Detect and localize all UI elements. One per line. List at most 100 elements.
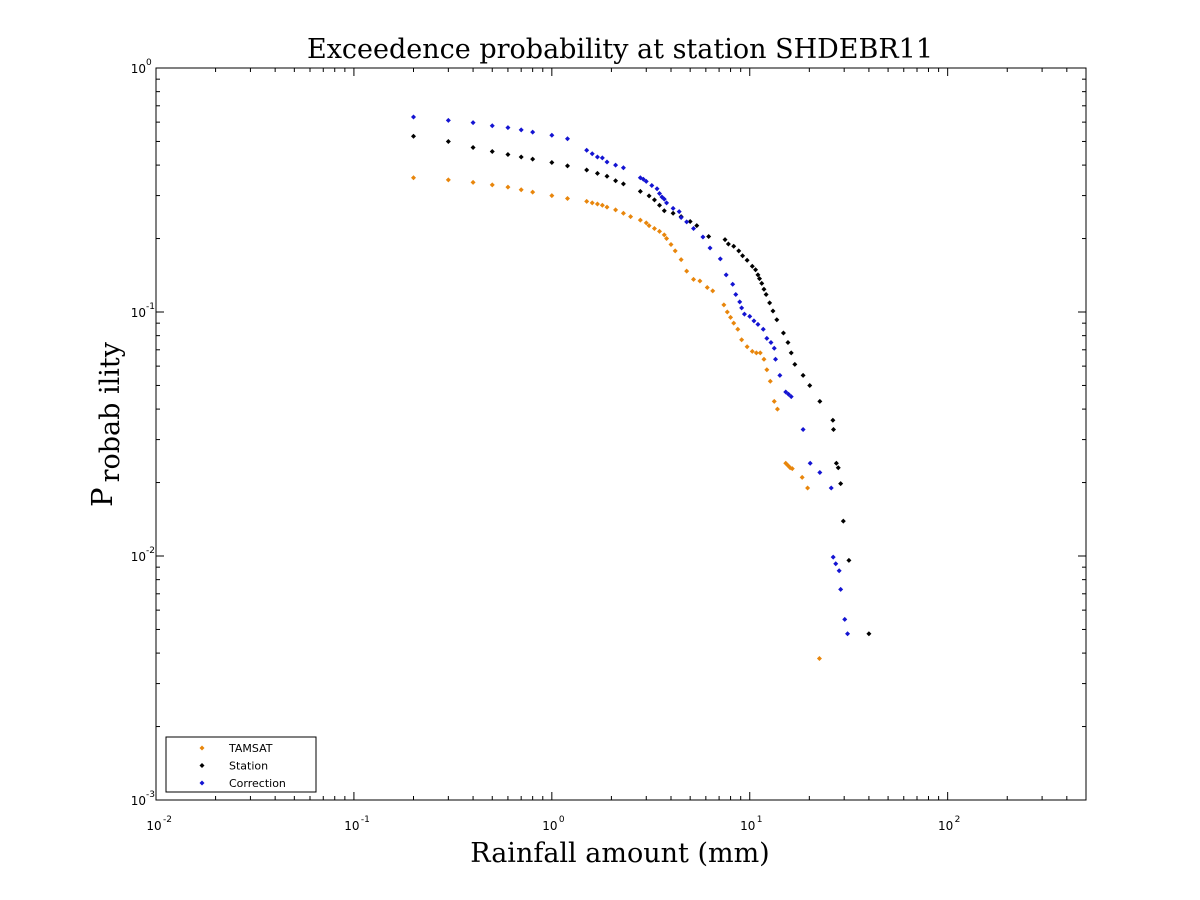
data-point-correction xyxy=(470,120,476,126)
data-point-station xyxy=(755,272,761,278)
data-point-correction xyxy=(836,568,842,574)
data-point-correction xyxy=(489,123,495,129)
data-point-correction xyxy=(584,147,590,153)
series-tamsat xyxy=(410,175,822,662)
data-point-correction xyxy=(777,372,783,378)
y-axis-label-sub: robab ility xyxy=(95,341,126,482)
data-point-station xyxy=(651,197,657,203)
data-point-correction xyxy=(613,162,619,168)
data-point-correction xyxy=(741,311,747,317)
legend-entry-correction: Correction xyxy=(199,777,286,790)
y-tick-label-base: 10 xyxy=(131,306,146,320)
data-point-station xyxy=(767,300,773,306)
data-point-station xyxy=(657,202,663,208)
data-point-tamsat xyxy=(594,201,600,207)
data-point-station xyxy=(774,317,780,323)
x-tick-label-exponent: -1 xyxy=(361,815,370,825)
legend-label: Correction xyxy=(229,777,286,790)
data-point-correction xyxy=(657,190,663,196)
y-tick-label: 10 -1 xyxy=(131,302,155,320)
data-point-station xyxy=(761,286,767,292)
data-point-tamsat xyxy=(710,288,716,294)
data-point-correction xyxy=(842,616,848,622)
data-point-correction xyxy=(845,631,851,637)
data-point-correction xyxy=(737,299,743,305)
data-point-tamsat xyxy=(637,217,643,223)
data-point-station xyxy=(637,188,643,194)
data-point-tamsat xyxy=(799,474,805,480)
y-tick-label-base: 10 xyxy=(131,794,146,808)
legend: TAMSAT Station Correction xyxy=(165,736,317,793)
data-point-station xyxy=(835,465,841,471)
data-point-correction xyxy=(733,291,739,297)
data-point-station xyxy=(594,170,600,176)
data-point-correction xyxy=(771,345,777,351)
data-point-tamsat xyxy=(410,175,416,181)
data-point-station xyxy=(731,243,737,249)
data-point-correction xyxy=(773,356,779,362)
data-point-tamsat xyxy=(599,202,605,208)
data-point-station xyxy=(744,257,750,263)
data-point-tamsat xyxy=(691,276,697,282)
x-tick-label-base: 10 xyxy=(740,819,755,833)
data-point-correction xyxy=(788,394,794,400)
data-point-station xyxy=(763,291,769,297)
data-point-tamsat xyxy=(749,348,755,354)
data-point-correction xyxy=(620,165,626,171)
data-point-station xyxy=(740,253,746,259)
data-point-station xyxy=(661,208,667,214)
data-point-correction xyxy=(599,155,605,161)
data-point-tamsat xyxy=(565,195,571,201)
data-point-tamsat xyxy=(789,466,795,472)
data-point-station xyxy=(759,280,765,286)
y-tick-label-exponent: 0 xyxy=(146,58,152,68)
data-point-correction xyxy=(838,586,844,592)
x-tick-label: 10 1 xyxy=(740,815,762,833)
data-point-tamsat xyxy=(549,193,555,199)
data-point-correction xyxy=(768,339,774,345)
data-point-tamsat xyxy=(628,214,634,220)
data-point-correction xyxy=(589,151,595,157)
data-point-station xyxy=(584,167,590,173)
data-point-correction xyxy=(643,178,649,184)
data-point-correction xyxy=(654,186,660,192)
data-point-correction xyxy=(684,219,690,225)
data-point-station xyxy=(505,152,511,158)
data-point-station xyxy=(694,223,700,229)
series-correction xyxy=(410,114,851,637)
data-point-station xyxy=(687,218,693,224)
data-point-tamsat xyxy=(505,184,511,190)
data-point-tamsat xyxy=(604,204,610,210)
x-tick-label: 10 2 xyxy=(938,815,960,833)
data-point-tamsat xyxy=(724,309,730,315)
data-point-correction xyxy=(691,225,697,231)
y-tick-label-exponent: -2 xyxy=(146,546,155,556)
data-point-station xyxy=(565,163,571,169)
data-point-station xyxy=(725,241,731,247)
x-tick-label-base: 10 xyxy=(146,819,161,833)
data-point-station xyxy=(785,339,791,345)
data-point-tamsat xyxy=(753,350,759,356)
data-point-station xyxy=(445,138,451,144)
data-point-correction xyxy=(717,256,723,262)
data-points xyxy=(410,114,872,662)
data-point-station xyxy=(788,350,794,356)
legend-box xyxy=(165,736,317,793)
data-point-correction xyxy=(800,426,806,432)
data-point-correction xyxy=(730,281,736,287)
data-point-tamsat xyxy=(684,268,690,274)
x-tick-label-exponent: 0 xyxy=(559,815,565,825)
data-point-correction xyxy=(833,561,839,567)
legend-marker xyxy=(199,745,205,751)
data-point-station xyxy=(792,361,798,367)
data-point-tamsat xyxy=(530,189,536,195)
x-tick-label: 10 -1 xyxy=(344,815,370,833)
data-point-station xyxy=(722,237,728,243)
data-point-correction xyxy=(739,305,745,311)
data-point-station xyxy=(620,181,626,187)
data-point-tamsat xyxy=(643,220,649,226)
data-point-tamsat xyxy=(589,200,595,206)
data-point-correction xyxy=(830,554,836,560)
data-point-tamsat xyxy=(620,210,626,216)
